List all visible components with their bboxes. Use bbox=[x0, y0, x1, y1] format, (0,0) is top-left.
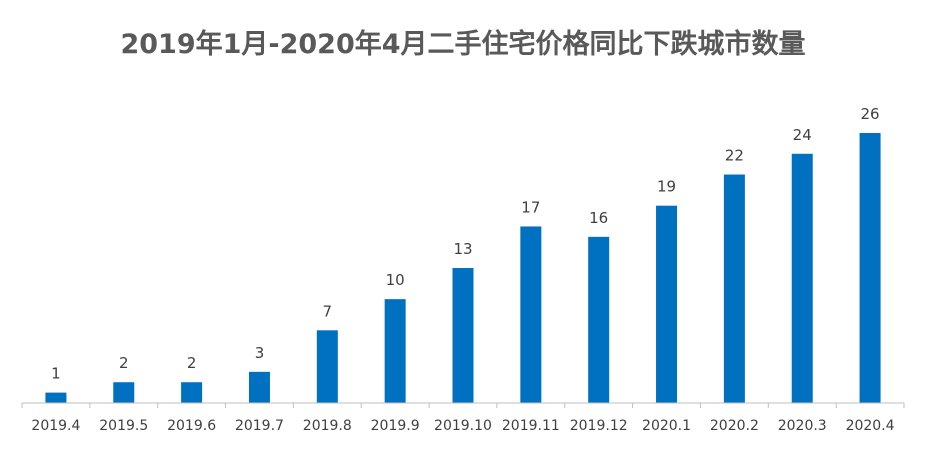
data-label-2019.6: 2 bbox=[187, 354, 197, 372]
x-tick-labels-layer: 2019.4 2019.5 2019.6 2019.7 2019.8 2019.9 2019… bbox=[31, 418, 894, 434]
data-label-2019.12: 16 bbox=[589, 209, 608, 227]
x-tick-label-2019.8: 2019.8 bbox=[303, 418, 352, 434]
x-tick-label-2020.3: 2020.3 bbox=[778, 418, 827, 434]
data-label-2019.9: 10 bbox=[386, 271, 405, 289]
x-tick-label-2019.11: 2019.11 bbox=[502, 418, 560, 434]
x-tick-label-2020.2: 2020.2 bbox=[710, 418, 759, 434]
bar-2019.6 bbox=[181, 382, 203, 403]
x-tick-label-2019.9: 2019.9 bbox=[371, 418, 420, 434]
bar-2019.12 bbox=[588, 236, 610, 403]
x-tick-label-2019.12: 2019.12 bbox=[570, 418, 628, 434]
bar-2020.4 bbox=[859, 133, 881, 403]
data-label-2019.11: 17 bbox=[521, 198, 540, 216]
x-tick-label-2020.1: 2020.1 bbox=[642, 418, 691, 434]
bar-2020.1 bbox=[656, 205, 678, 403]
data-label-2019.5: 2 bbox=[119, 354, 129, 372]
chart-title: 2019年1月-2020年4月二手住宅价格同比下跌城市数量 bbox=[120, 29, 806, 60]
data-label-2020.3: 24 bbox=[793, 126, 812, 144]
data-label-2019.10: 13 bbox=[453, 240, 472, 258]
bar-2019.9 bbox=[384, 299, 406, 403]
bar-2020.2 bbox=[723, 174, 745, 403]
x-tick-label-2019.5: 2019.5 bbox=[99, 418, 148, 434]
bars-layer bbox=[45, 133, 881, 403]
x-ticks-layer bbox=[21, 403, 905, 408]
x-tick-label-2019.6: 2019.6 bbox=[167, 418, 216, 434]
x-tick-label-2019.7: 2019.7 bbox=[235, 418, 284, 434]
x-tick-label-2020.4: 2020.4 bbox=[846, 418, 895, 434]
x-tick-label-2019.10: 2019.10 bbox=[434, 418, 492, 434]
bar-2019.10 bbox=[452, 268, 474, 403]
data-label-2019.4: 1 bbox=[51, 365, 61, 383]
data-label-2019.7: 3 bbox=[255, 344, 265, 362]
data-label-2020.2: 22 bbox=[725, 147, 744, 165]
x-tick-label-2019.4: 2019.4 bbox=[31, 418, 80, 434]
data-label-2020.4: 26 bbox=[861, 105, 880, 123]
bar-2019.5 bbox=[113, 382, 135, 403]
bar-2019.4 bbox=[45, 392, 67, 403]
data-label-2019.8: 7 bbox=[323, 302, 333, 320]
data-label-2020.1: 19 bbox=[657, 178, 676, 196]
bar-2019.7 bbox=[248, 371, 270, 403]
bar-2019.8 bbox=[316, 330, 338, 403]
bar-2019.11 bbox=[520, 226, 542, 403]
bar-2020.3 bbox=[791, 153, 813, 403]
